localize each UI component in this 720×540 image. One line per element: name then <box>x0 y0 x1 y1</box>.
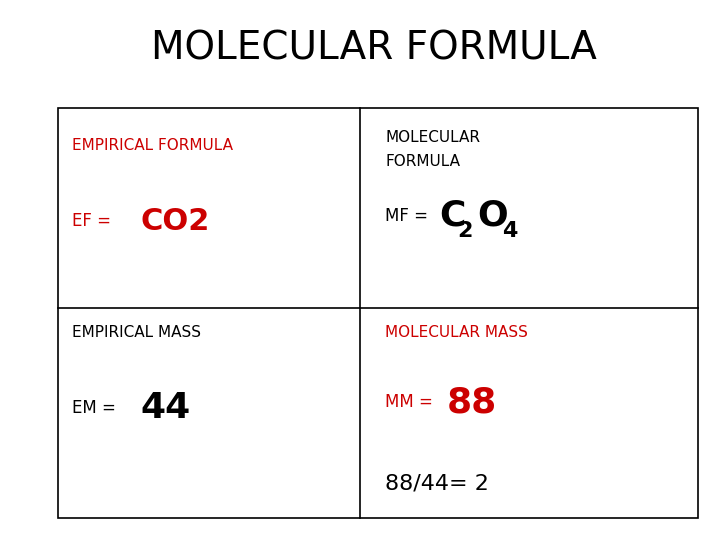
Text: EMPIRICAL FORMULA: EMPIRICAL FORMULA <box>72 138 233 153</box>
Text: MOLECULAR MASS: MOLECULAR MASS <box>385 325 528 340</box>
Text: 2: 2 <box>457 221 472 241</box>
Text: FORMULA: FORMULA <box>385 154 460 170</box>
Text: EM =: EM = <box>72 399 121 417</box>
Text: 4: 4 <box>503 221 518 241</box>
Text: C: C <box>439 199 466 233</box>
Text: MM =: MM = <box>385 393 438 411</box>
Text: CO2: CO2 <box>140 207 210 236</box>
Text: MOLECULAR FORMULA: MOLECULAR FORMULA <box>151 30 598 68</box>
Text: 88: 88 <box>446 386 497 419</box>
Text: MF =: MF = <box>385 207 428 225</box>
Text: EMPIRICAL MASS: EMPIRICAL MASS <box>72 325 201 340</box>
Text: O: O <box>477 199 508 233</box>
Text: 88/44= 2: 88/44= 2 <box>385 473 489 494</box>
Bar <box>58 108 698 518</box>
Text: EF =: EF = <box>72 212 116 231</box>
Text: 44: 44 <box>140 391 191 424</box>
Text: MOLECULAR: MOLECULAR <box>385 130 480 145</box>
